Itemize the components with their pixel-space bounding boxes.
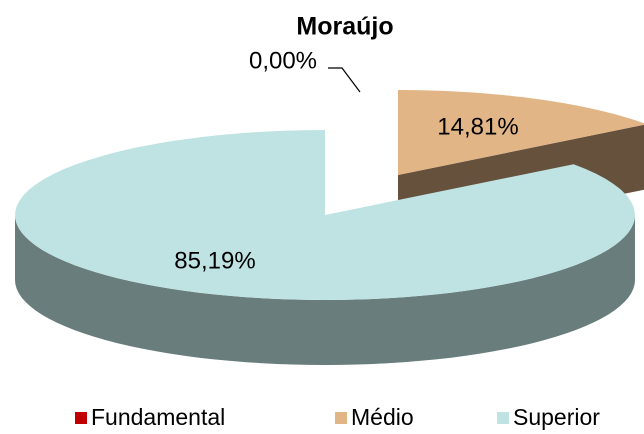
legend-label: Fundamental bbox=[91, 404, 225, 430]
legend-label: Médio bbox=[351, 404, 414, 430]
legend-swatch bbox=[497, 412, 509, 424]
data-label: 85,19% bbox=[174, 247, 255, 274]
legend-label: Superior bbox=[513, 404, 600, 430]
data-label: 14,81% bbox=[437, 113, 518, 140]
legend-swatch bbox=[335, 412, 347, 424]
legend-swatch bbox=[75, 412, 87, 424]
slice bbox=[15, 130, 635, 300]
chart-title: Moraújo bbox=[296, 13, 393, 41]
slice-side bbox=[15, 215, 635, 365]
data-label: 0,00% bbox=[249, 47, 317, 74]
slice bbox=[398, 90, 644, 175]
leader-line bbox=[328, 67, 361, 93]
